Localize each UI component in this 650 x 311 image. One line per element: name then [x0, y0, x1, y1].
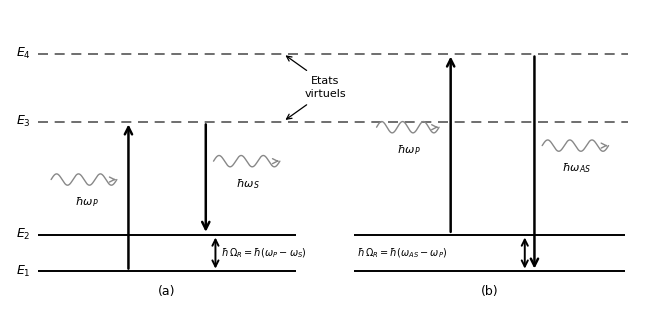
- Text: $E_2$: $E_2$: [16, 227, 31, 242]
- Text: $E_1$: $E_1$: [16, 264, 31, 279]
- Text: $\hbar\omega_{AS}$: $\hbar\omega_{AS}$: [562, 161, 591, 175]
- Text: $E_3$: $E_3$: [16, 114, 31, 129]
- Text: $\hbar\,\Omega_R = \hbar(\omega_{AS} - \omega_P)$: $\hbar\,\Omega_R = \hbar(\omega_{AS} - \…: [358, 246, 448, 260]
- Text: $\hbar\,\Omega_R = \hbar(\omega_P - \omega_S)$: $\hbar\,\Omega_R = \hbar(\omega_P - \ome…: [220, 246, 306, 260]
- Text: $\hbar\omega_P$: $\hbar\omega_P$: [75, 195, 98, 209]
- Text: $E_4$: $E_4$: [16, 46, 31, 61]
- Text: $\hbar\omega_S$: $\hbar\omega_S$: [236, 177, 259, 191]
- Text: (b): (b): [480, 285, 498, 298]
- Text: Etats
virtuels: Etats virtuels: [304, 76, 346, 99]
- Text: (a): (a): [159, 285, 176, 298]
- Text: $\hbar\omega_P$: $\hbar\omega_P$: [397, 143, 421, 156]
